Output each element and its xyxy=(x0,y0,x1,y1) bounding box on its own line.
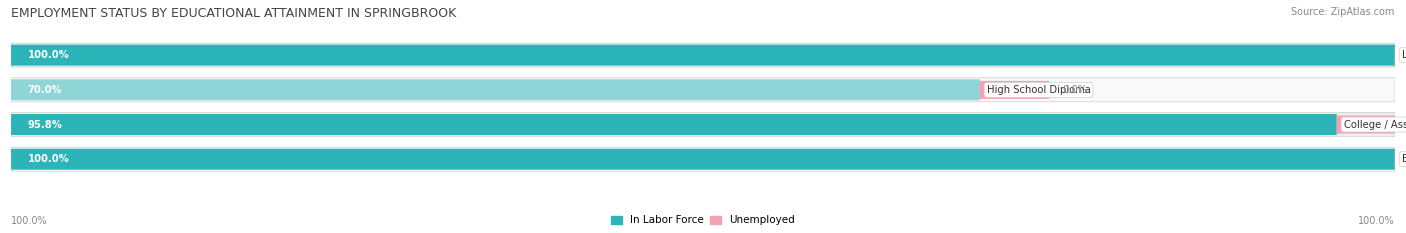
FancyBboxPatch shape xyxy=(11,114,1337,135)
FancyBboxPatch shape xyxy=(11,147,1395,171)
FancyBboxPatch shape xyxy=(1337,116,1406,134)
Legend: In Labor Force, Unemployed: In Labor Force, Unemployed xyxy=(607,211,799,230)
Text: 0.0%: 0.0% xyxy=(1063,85,1088,95)
Text: 100.0%: 100.0% xyxy=(11,216,48,226)
Text: 100.0%: 100.0% xyxy=(28,154,70,164)
Text: 95.8%: 95.8% xyxy=(28,120,63,130)
Text: EMPLOYMENT STATUS BY EDUCATIONAL ATTAINMENT IN SPRINGBROOK: EMPLOYMENT STATUS BY EDUCATIONAL ATTAINM… xyxy=(11,7,457,20)
FancyBboxPatch shape xyxy=(11,78,1395,102)
Text: Source: ZipAtlas.com: Source: ZipAtlas.com xyxy=(1291,7,1395,17)
FancyBboxPatch shape xyxy=(11,149,1395,170)
Text: Less than High School: Less than High School xyxy=(1402,50,1406,60)
FancyBboxPatch shape xyxy=(980,81,1049,99)
Text: 100.0%: 100.0% xyxy=(1358,216,1395,226)
Text: 100.0%: 100.0% xyxy=(28,50,70,60)
Text: Bachelor’s Degree or higher: Bachelor’s Degree or higher xyxy=(1402,154,1406,164)
FancyBboxPatch shape xyxy=(11,113,1395,137)
Text: High School Diploma: High School Diploma xyxy=(987,85,1091,95)
FancyBboxPatch shape xyxy=(11,79,980,100)
Text: College / Associate Degree: College / Associate Degree xyxy=(1344,120,1406,130)
FancyBboxPatch shape xyxy=(1395,46,1406,64)
Text: 70.0%: 70.0% xyxy=(28,85,62,95)
FancyBboxPatch shape xyxy=(1395,150,1406,168)
FancyBboxPatch shape xyxy=(11,45,1395,66)
FancyBboxPatch shape xyxy=(11,43,1395,67)
